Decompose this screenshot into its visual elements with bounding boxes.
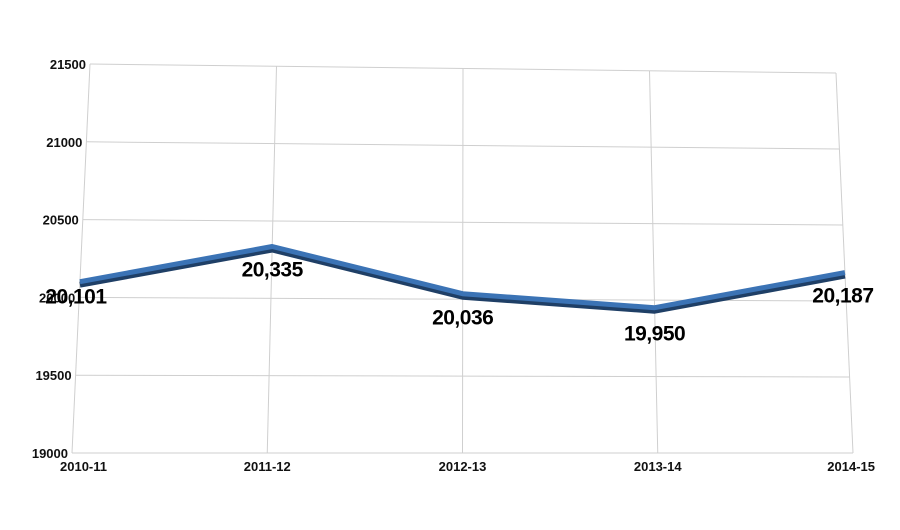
- series-line-group: [79, 244, 846, 314]
- y-tick-label: 21000: [46, 135, 82, 150]
- grid: [71, 63, 854, 454]
- y-tick-label: 19000: [32, 446, 68, 461]
- series-line-shadow: [79, 246, 846, 314]
- y-tick-label: 21500: [50, 57, 86, 72]
- data-label: 20,036: [432, 307, 493, 330]
- series-line: [79, 244, 846, 311]
- y-tick-label: 20500: [43, 213, 79, 228]
- data-label: 20,101: [45, 286, 107, 309]
- gridline-x-2011-12: [266, 66, 277, 454]
- x-tick-label: 2010-11: [60, 459, 107, 474]
- gridline-x-2013-14: [649, 70, 659, 454]
- y-tick-label: 19500: [35, 368, 71, 383]
- x-tick-label: 2012-13: [439, 459, 487, 474]
- x-tick-label: 2011-12: [244, 459, 291, 474]
- y-tick-label: 20000: [39, 290, 75, 305]
- x-tick-label: 2014-15: [827, 459, 875, 474]
- gridline-x-2014-15: [835, 72, 854, 454]
- gridline-x-2012-13: [462, 68, 464, 454]
- x-axis-ticks: 2010-11 2011-12 2012-13 2013-14 2014-15: [60, 459, 875, 474]
- data-label: 20,187: [812, 285, 873, 308]
- gridline-x-2010-11: [71, 63, 91, 454]
- y-axis-ticks: 19000 19500 20000 20500 21000 21500: [32, 57, 86, 461]
- data-labels: 20,101 20,335 20,036 19,950 20,187: [45, 258, 874, 346]
- data-label: 19,950: [624, 323, 685, 346]
- x-tick-label: 2013-14: [634, 459, 682, 474]
- data-label: 20,335: [242, 258, 304, 281]
